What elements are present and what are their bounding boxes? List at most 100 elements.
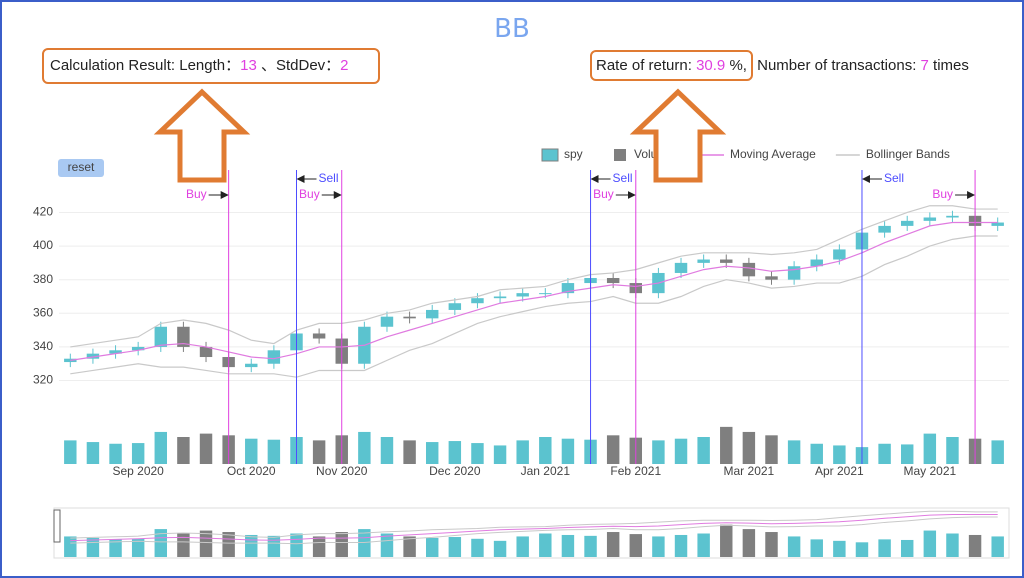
indicator-line: [70, 235, 998, 378]
mini-indicator-line: [70, 516, 998, 545]
mini-volume-bar: [290, 533, 303, 557]
candle-body: [131, 346, 145, 351]
mini-volume-bar: [810, 539, 823, 557]
volume-bar: [199, 433, 213, 464]
mini-volume-bar: [787, 536, 801, 557]
y-tick-label: 380: [33, 272, 53, 286]
mini-volume-bar: [991, 536, 1004, 557]
candle-body: [561, 283, 575, 294]
candle-body: [720, 259, 733, 263]
indicator-line: [70, 221, 998, 361]
rate-prefix: Rate of return:: [596, 57, 697, 74]
candle-body: [742, 262, 756, 277]
signal-label: Buy: [299, 187, 320, 201]
volume-bar: [878, 443, 891, 464]
candle-body: [539, 293, 552, 295]
volume-bar: [652, 440, 665, 464]
volume-bar: [946, 437, 959, 464]
x-tick-label: Dec 2020: [429, 464, 481, 478]
rate-value: 30.9: [696, 57, 726, 74]
mini-volume-bar: [380, 533, 394, 557]
candle-body: [878, 225, 891, 233]
volume-bar: [923, 433, 937, 464]
candle-body: [448, 303, 462, 310]
reset-button[interactable]: [58, 159, 104, 177]
candle-body: [86, 353, 100, 359]
volume-bar: [312, 440, 326, 464]
volume-bar: [493, 445, 507, 464]
mini-volume-bar: [629, 534, 643, 557]
mini-volume-bar: [64, 536, 77, 557]
calc-box: Calculation Result: Length：13 、StdDev：2: [42, 48, 380, 84]
candle-body: [787, 266, 801, 280]
volume-bar: [403, 440, 416, 464]
volume-bar: [674, 438, 688, 464]
candle-body: [674, 262, 688, 273]
y-tick-label: 360: [33, 305, 53, 319]
mini-volume-bar: [358, 529, 371, 557]
reset-label[interactable]: reset: [68, 160, 95, 174]
volume-bar: [425, 442, 439, 464]
mini-volume-bar: [561, 534, 575, 557]
calc-sep: 、StdDev：: [260, 57, 341, 74]
volume-bar: [267, 439, 281, 464]
mini-volume-bar: [109, 539, 122, 557]
volume-bar: [539, 437, 552, 464]
tx-count: 7: [920, 57, 929, 74]
signal-label: Buy: [932, 187, 953, 201]
mini-volume-bar: [335, 532, 348, 557]
candle-body: [946, 215, 959, 218]
mini-volume-bar: [403, 536, 416, 557]
volume-bar: [154, 431, 168, 464]
y-tick-label: 420: [33, 205, 53, 219]
x-tick-label: Oct 2020: [227, 464, 276, 478]
mini-volume-bar: [833, 540, 846, 557]
pointer-arrow: [629, 88, 727, 183]
candle-body: [765, 276, 778, 280]
candle-body: [177, 326, 190, 347]
tx-unit: times: [933, 57, 969, 74]
mini-volume-bar: [968, 534, 982, 557]
volume-bar: [787, 440, 801, 464]
y-tick-label: 400: [33, 238, 53, 252]
candle-body: [154, 326, 168, 347]
calc-prefix: Calculation Result: Length：: [50, 57, 241, 74]
volume-bar: [810, 443, 823, 464]
volume-bar: [245, 438, 258, 464]
mini-volume-bar: [222, 532, 235, 557]
mini-volume-bar: [855, 542, 869, 557]
candle-body: [267, 350, 281, 364]
volume-bar: [109, 443, 122, 464]
legend-icon: [541, 148, 559, 162]
indicator-line: [70, 205, 998, 348]
mini-volume-bar: [516, 536, 529, 557]
legend-label: Bollinger Bands: [866, 147, 950, 161]
signal-label: Buy: [593, 187, 614, 201]
legend-label: Moving Average: [730, 147, 816, 161]
y-tick-label: 320: [33, 373, 53, 387]
mini-volume-bar: [131, 538, 145, 557]
mini-volume-bar: [154, 529, 168, 557]
candle-body: [991, 222, 1004, 226]
candle-body: [606, 278, 620, 284]
mini-volume-bar: [584, 535, 597, 557]
candle-body: [471, 298, 484, 304]
volume-bar: [720, 426, 733, 464]
candle-body: [900, 220, 914, 226]
signal-label: Buy: [186, 187, 207, 201]
mini-volume-bar: [425, 537, 439, 557]
volume-bar: [833, 445, 846, 464]
volume-bar: [900, 444, 914, 464]
legend-label: spy: [564, 147, 583, 161]
volume-bar: [991, 440, 1004, 464]
x-tick-label: Nov 2020: [316, 464, 368, 478]
candle-body: [810, 259, 823, 267]
range-handle[interactable]: [53, 509, 61, 543]
candle-body: [923, 217, 937, 221]
volume-bar: [380, 437, 394, 464]
mini-volume-bar: [765, 532, 778, 557]
candle-body: [516, 293, 529, 297]
volume-bar: [697, 437, 710, 464]
